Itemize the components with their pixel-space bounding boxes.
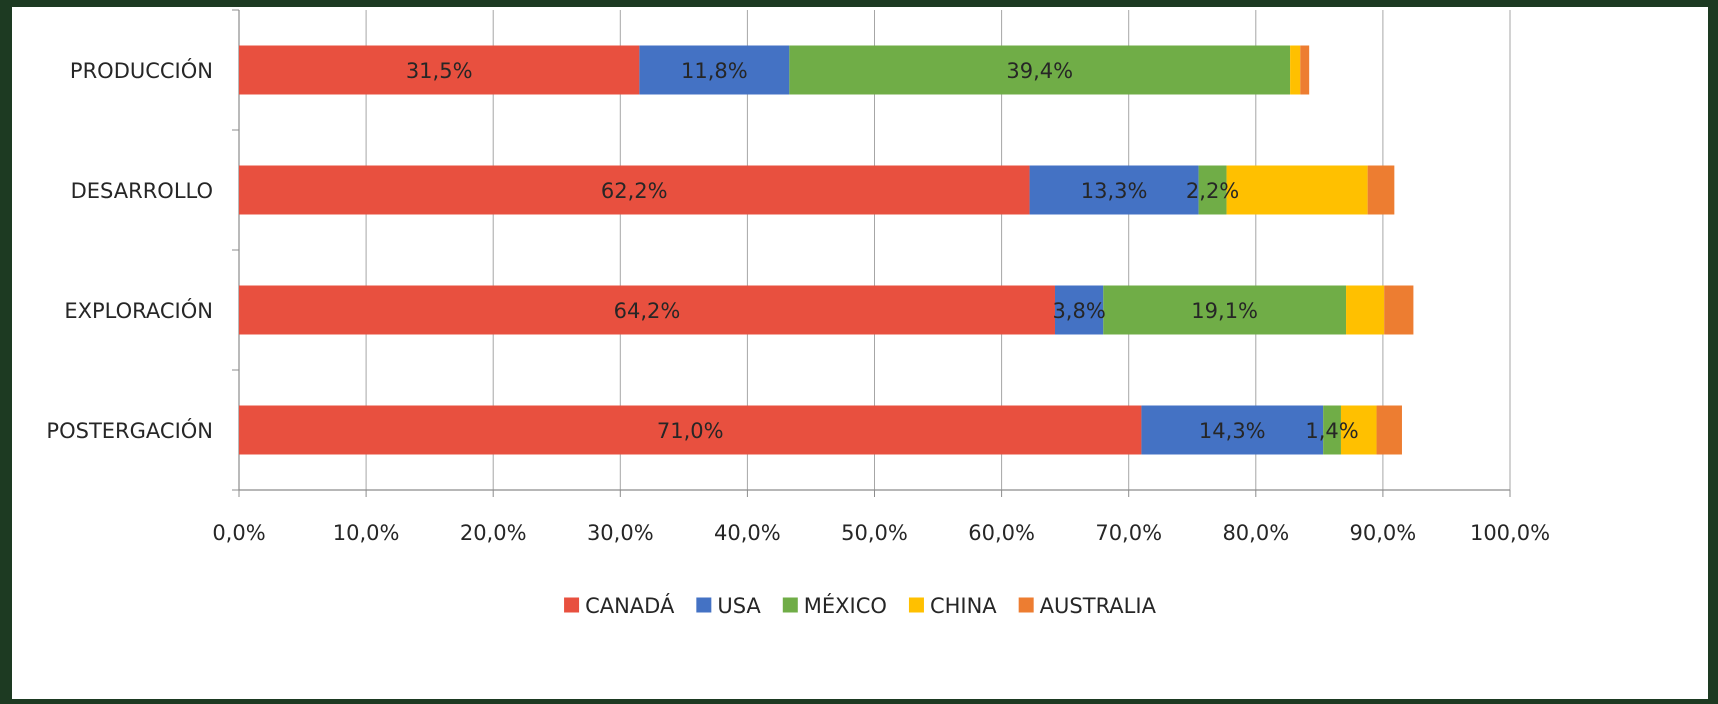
x-tick-label-10: 10,0%	[333, 521, 400, 545]
data-label-desarrollo-canada: 62,2%	[601, 179, 668, 203]
bar-desarrollo-mexico	[1198, 165, 1227, 215]
bar-produccion-mexico	[789, 45, 1291, 95]
category-label-exploracion: EXPLORACIÓN	[64, 298, 213, 323]
bar-desarrollo-usa	[1029, 165, 1199, 215]
data-labels: 31,5% 11,8% 39,4% 62,2% 13,3% 2,2% 64,2% 3,8% 19…	[406, 59, 1359, 443]
x-tick-label-60: 60,0%	[968, 521, 1035, 545]
x-tick-label-30: 30,0%	[587, 521, 654, 545]
category-label-produccion: PRODUCCIÓN	[70, 58, 213, 83]
chart-panel: 0,0% 10,0% 20,0% 30,0% 40,0% 50,0% 60,0% 70,0% 8…	[12, 7, 1708, 699]
bar-desarrollo-australia	[1367, 165, 1395, 215]
bar-produccion-australia	[1300, 45, 1310, 95]
bar-postergacion-canada	[239, 405, 1142, 455]
bar-exploracion-mexico	[1103, 285, 1347, 335]
data-label-exploracion-canada: 64,2%	[614, 299, 681, 323]
legend-swatch-china	[908, 597, 924, 613]
legend-swatch-australia	[1018, 597, 1034, 613]
bar-desarrollo-china	[1226, 165, 1368, 215]
x-tick-label-50: 50,0%	[841, 521, 908, 545]
data-label-postergacion-mexico: 1,4%	[1305, 419, 1358, 443]
bar-exploracion-canada	[239, 285, 1055, 335]
legend-label-mexico: MÉXICO	[804, 593, 887, 618]
axes: 0,0% 10,0% 20,0% 30,0% 40,0% 50,0% 60,0% 70,0% 8…	[46, 9, 1550, 545]
legend-swatch-canada	[564, 597, 580, 613]
bar-exploracion-usa	[1054, 285, 1104, 335]
stacked-bar-chart: 0,0% 10,0% 20,0% 30,0% 40,0% 50,0% 60,0% 70,0% 8…	[46, 9, 1550, 618]
bar-produccion-china	[1290, 45, 1301, 95]
bar-postergacion-mexico	[1323, 405, 1341, 455]
legend-label-china: CHINA	[930, 594, 997, 618]
x-tick-label-0: 0,0%	[212, 521, 265, 545]
x-tick-label-70: 70,0%	[1095, 521, 1162, 545]
data-label-desarrollo-mexico: 2,2%	[1186, 179, 1239, 203]
bar-postergacion-usa	[1141, 405, 1324, 455]
x-tick-label-90: 90,0%	[1350, 521, 1417, 545]
bar-postergacion-china	[1340, 405, 1377, 455]
legend-label-usa: USA	[717, 594, 761, 618]
data-label-produccion-canada: 31,5%	[406, 59, 473, 83]
bar-desarrollo-canada	[239, 165, 1030, 215]
legend-swatch-usa	[696, 597, 712, 613]
data-label-produccion-mexico: 39,4%	[1006, 59, 1073, 83]
x-tick-label-40: 40,0%	[714, 521, 781, 545]
x-tick-label-20: 20,0%	[460, 521, 527, 545]
data-label-exploracion-usa: 3,8%	[1052, 299, 1105, 323]
bar-postergacion-australia	[1376, 405, 1402, 455]
legend: CANADÁ USA MÉXICO CHINA AUSTRALIA	[564, 593, 1157, 618]
x-tick-label-100: 100,0%	[1470, 521, 1550, 545]
data-label-exploracion-mexico: 19,1%	[1191, 299, 1258, 323]
data-label-postergacion-usa: 14,3%	[1199, 419, 1266, 443]
legend-label-canada: CANADÁ	[585, 593, 675, 618]
legend-label-australia: AUSTRALIA	[1040, 594, 1157, 618]
bar-exploracion-australia	[1384, 285, 1414, 335]
data-label-postergacion-canada: 71,0%	[657, 419, 724, 443]
bars	[239, 45, 1414, 455]
category-label-desarrollo: DESARROLLO	[71, 179, 213, 203]
bar-exploracion-china	[1346, 285, 1385, 335]
x-tick-label-80: 80,0%	[1222, 521, 1289, 545]
legend-swatch-mexico	[782, 597, 798, 613]
bar-produccion-usa	[639, 45, 790, 95]
category-label-postergacion: POSTERGACIÓN	[46, 418, 213, 443]
bar-produccion-canada	[239, 45, 640, 95]
data-label-desarrollo-usa: 13,3%	[1081, 179, 1148, 203]
data-label-produccion-usa: 11,8%	[681, 59, 748, 83]
